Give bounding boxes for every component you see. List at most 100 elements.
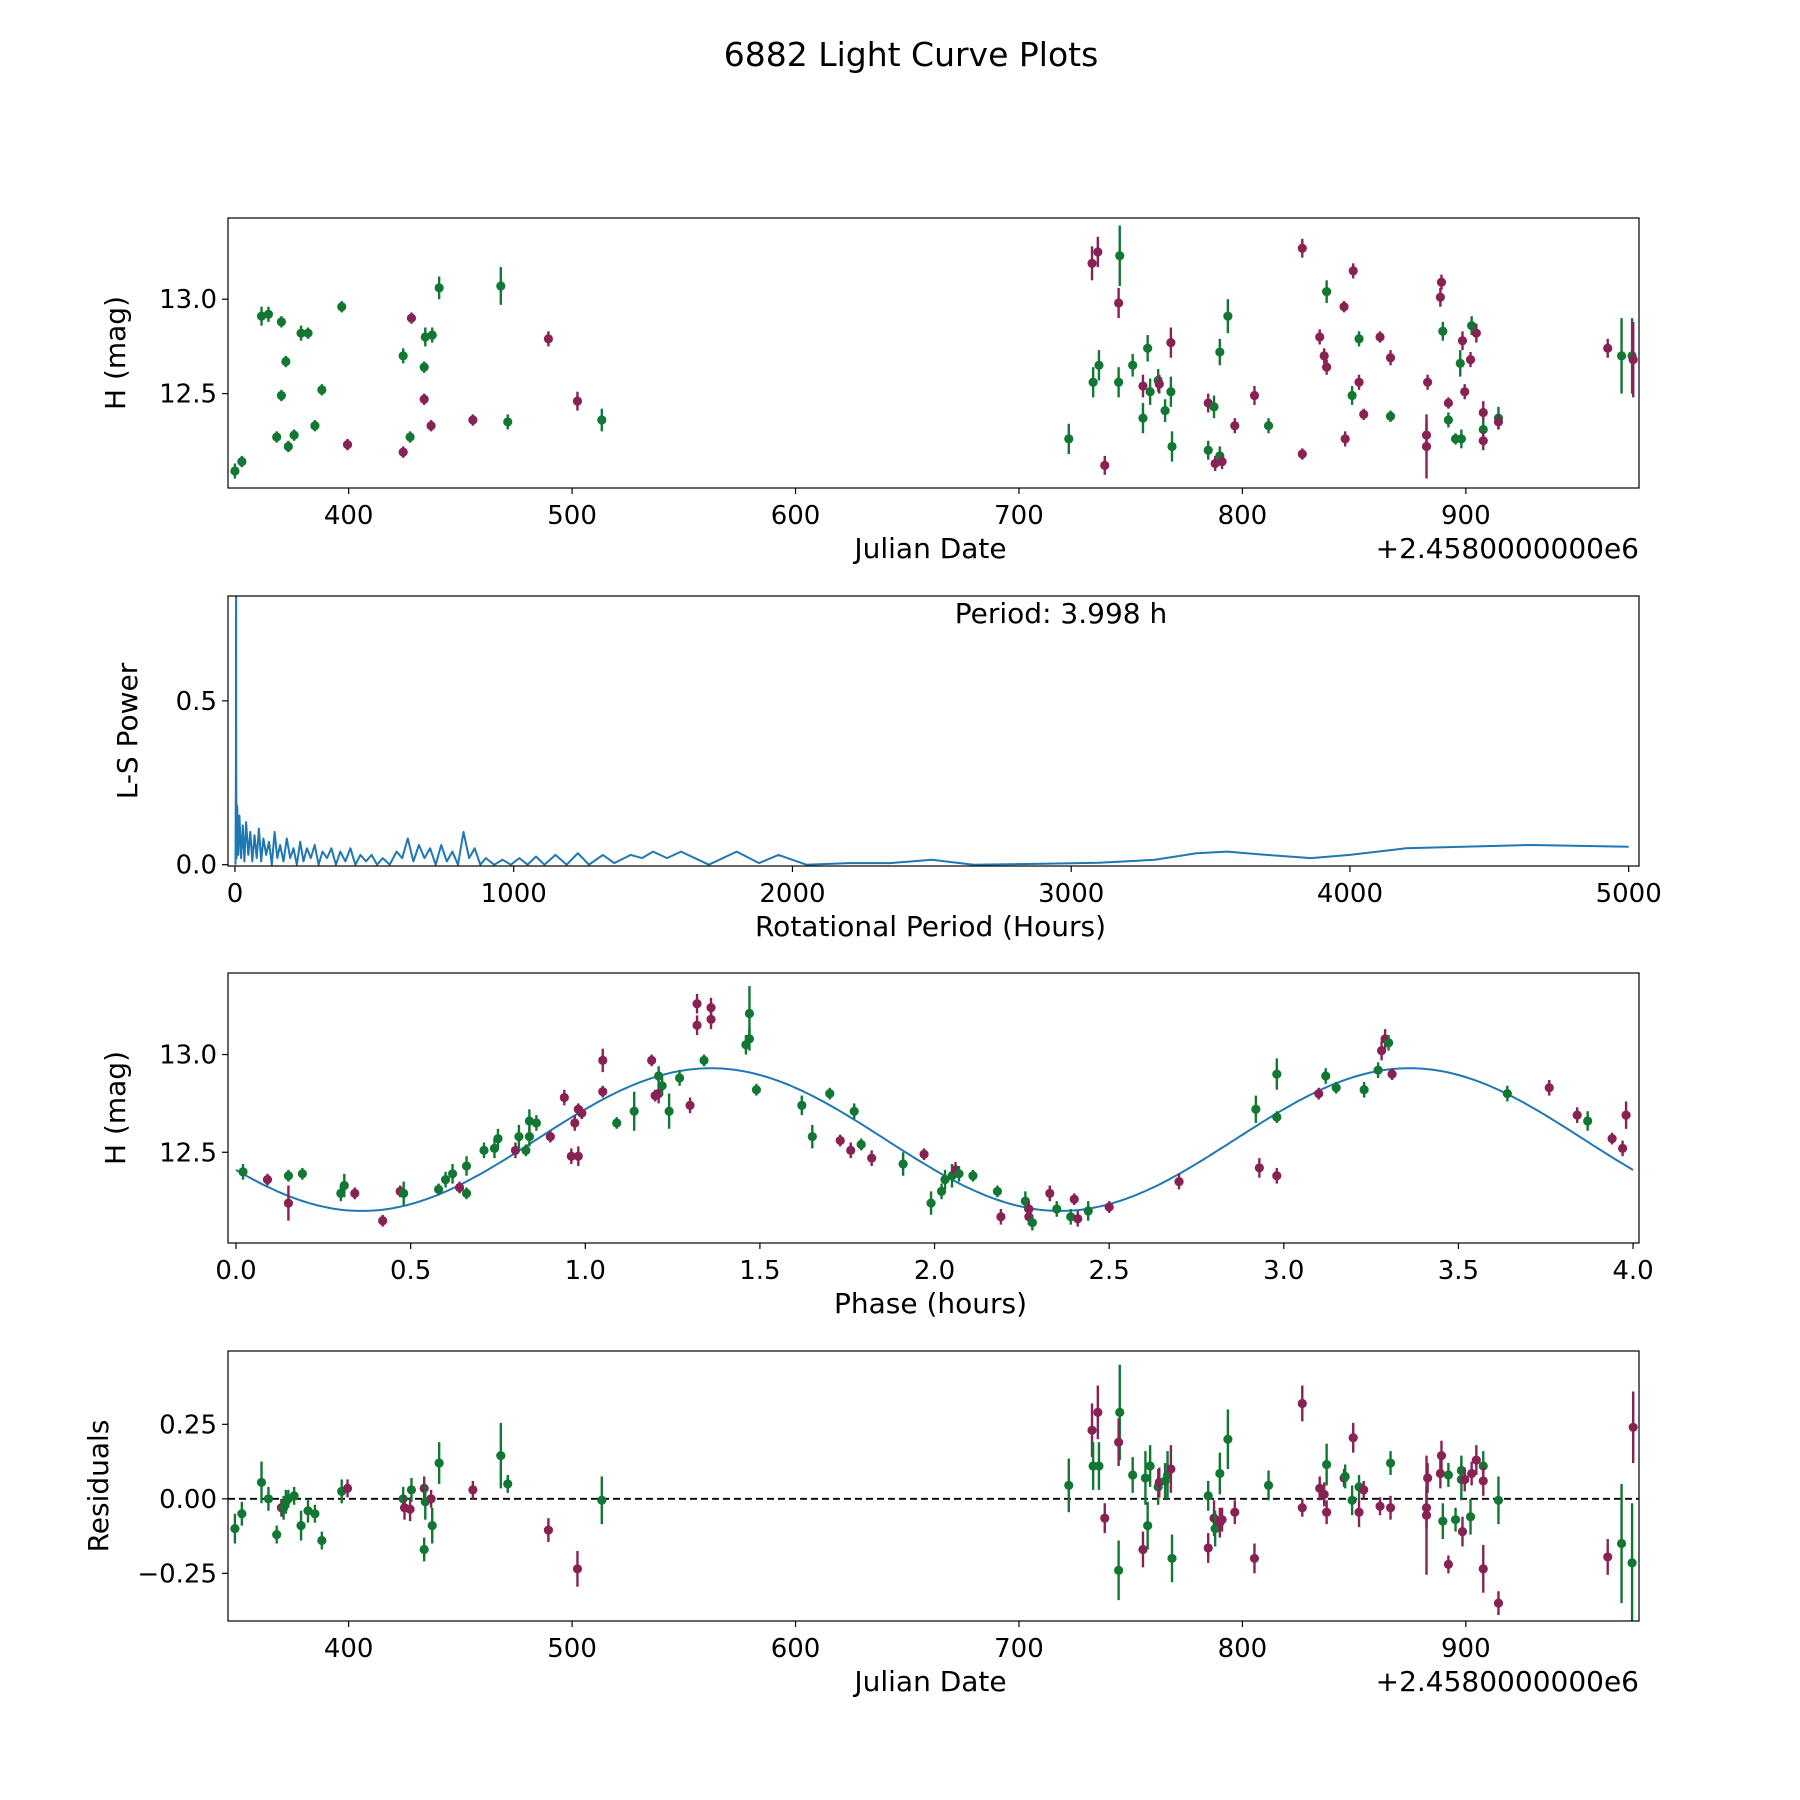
data-marker xyxy=(1114,377,1124,387)
data-marker xyxy=(1321,1071,1331,1081)
data-point xyxy=(572,1550,583,1587)
periodogram-sample xyxy=(254,835,255,836)
data-point xyxy=(1263,418,1274,434)
data-marker xyxy=(706,1003,716,1013)
periodogram-sample xyxy=(1266,854,1267,855)
data-point xyxy=(1544,1079,1554,1096)
data-marker xyxy=(825,1089,835,1099)
data-point xyxy=(1443,1463,1454,1487)
data-marker xyxy=(1359,409,1369,419)
data-marker xyxy=(419,394,429,404)
data-point xyxy=(1435,1458,1445,1489)
data-marker xyxy=(230,1524,240,1534)
data-marker xyxy=(926,1198,936,1208)
data-marker xyxy=(461,1161,472,1171)
data-point xyxy=(572,391,583,411)
data-marker xyxy=(1263,1480,1274,1491)
data-marker xyxy=(303,1506,313,1516)
periodogram-sample xyxy=(430,848,431,849)
periodogram-sample xyxy=(435,864,436,865)
data-marker xyxy=(1616,1538,1627,1549)
data-point xyxy=(283,1169,294,1182)
data-point xyxy=(461,1187,472,1200)
data-point xyxy=(1359,1081,1369,1098)
data-point xyxy=(940,1169,950,1190)
data-marker xyxy=(263,309,274,319)
data-marker xyxy=(674,1073,685,1083)
data-point xyxy=(1100,1503,1110,1534)
data-point xyxy=(1094,350,1104,381)
data-marker xyxy=(296,1521,306,1531)
data-point xyxy=(647,1054,657,1067)
periodogram-sample xyxy=(708,864,709,865)
data-marker xyxy=(1314,1089,1324,1099)
data-marker xyxy=(543,1525,554,1535)
data-marker xyxy=(426,421,436,431)
data-point xyxy=(1128,1457,1138,1493)
periodogram-sample xyxy=(371,854,372,855)
data-point xyxy=(479,1142,489,1159)
periodogram-sample xyxy=(310,858,311,859)
periodogram-sample xyxy=(280,845,281,846)
periodogram-sample xyxy=(1043,863,1044,864)
data-point xyxy=(427,1507,437,1544)
data-marker xyxy=(856,1139,866,1150)
periodogram-sample xyxy=(577,853,578,854)
data-marker xyxy=(1166,387,1176,397)
data-marker xyxy=(256,311,267,321)
data-point xyxy=(1493,1591,1504,1616)
data-point xyxy=(283,440,293,453)
data-marker xyxy=(1423,1473,1433,1483)
data-marker xyxy=(612,1118,622,1128)
data-marker xyxy=(405,1504,415,1514)
x-tick-label: 400 xyxy=(324,501,374,531)
data-point xyxy=(954,1165,964,1182)
data-point xyxy=(1438,1503,1448,1540)
data-marker xyxy=(1603,1552,1613,1562)
periodogram-sample xyxy=(452,851,453,852)
data-marker xyxy=(1145,1461,1155,1471)
residuals-panel: 400 500 600 700 800 900 −0.25 0.00 0.25 Julian Da… xyxy=(82,1350,1640,1698)
data-marker xyxy=(283,441,293,452)
data-marker xyxy=(493,1133,503,1144)
periodogram-sample xyxy=(261,861,262,862)
data-point xyxy=(1340,431,1350,447)
data-marker xyxy=(566,1151,576,1161)
data-point xyxy=(297,1167,307,1180)
data-marker xyxy=(237,456,247,467)
data-marker xyxy=(1093,247,1103,257)
periodogram-sample xyxy=(1154,859,1155,860)
data-marker xyxy=(1322,1507,1332,1517)
data-marker xyxy=(237,1509,247,1519)
data-point xyxy=(1145,378,1155,405)
data-point xyxy=(1297,238,1307,258)
data-point xyxy=(657,1076,667,1096)
periodogram-sample xyxy=(588,864,589,865)
data-marker xyxy=(514,1132,524,1142)
data-point xyxy=(1375,331,1385,343)
periodogram-sample xyxy=(630,854,631,855)
periodogram-sample xyxy=(1196,853,1197,854)
data-point xyxy=(419,393,429,405)
data-point xyxy=(1435,287,1445,307)
data-marker xyxy=(1621,1110,1631,1120)
data-marker xyxy=(496,1451,506,1461)
data-point xyxy=(339,1173,349,1198)
data-marker xyxy=(1073,1214,1083,1224)
periodogram-sample xyxy=(463,831,464,832)
data-marker xyxy=(797,1100,807,1110)
x-axis-label: Rotational Period (Hours) xyxy=(755,910,1106,943)
data-marker xyxy=(1104,1202,1114,1212)
y-tick-label: 12.5 xyxy=(159,380,217,410)
y-axis-label: Residuals xyxy=(82,1420,115,1553)
data-marker xyxy=(317,385,327,395)
data-marker xyxy=(597,415,607,425)
data-point xyxy=(1138,374,1148,398)
data-marker xyxy=(1603,343,1613,353)
data-point xyxy=(521,1144,531,1157)
data-marker xyxy=(283,1198,294,1208)
data-marker xyxy=(699,1055,709,1065)
data-marker xyxy=(1383,1038,1394,1048)
data-point xyxy=(524,1109,535,1133)
data-marker xyxy=(1100,460,1110,470)
